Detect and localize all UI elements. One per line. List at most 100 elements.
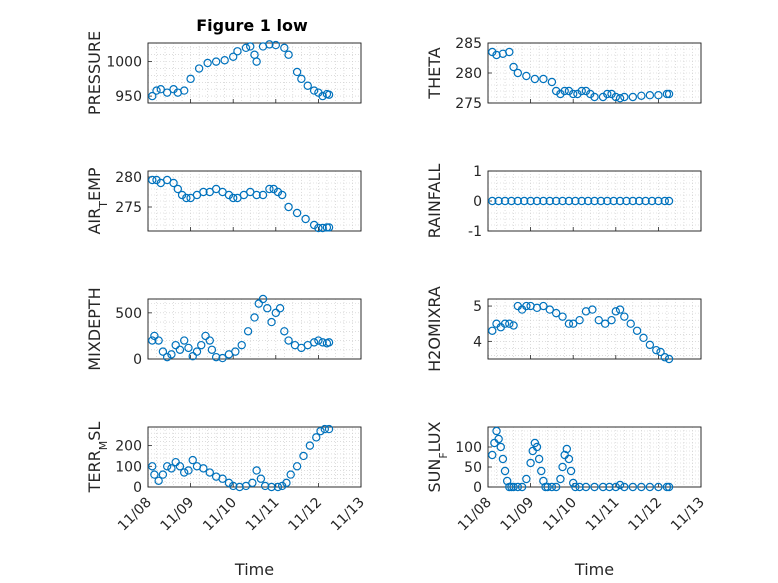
data-point <box>660 353 669 362</box>
data-point <box>318 338 327 347</box>
subplot-rainfall: -1 0 1 RAINFALL <box>425 164 702 240</box>
data-point <box>254 299 263 308</box>
data-point <box>218 474 227 483</box>
data-point <box>605 482 614 492</box>
data-point <box>509 321 518 330</box>
data-point <box>522 301 531 311</box>
x-tick-label: 11/09 <box>498 495 538 535</box>
data-point <box>537 466 546 476</box>
data-point <box>652 345 661 355</box>
y-tick-label: 275 <box>115 200 142 216</box>
data-point <box>277 190 287 200</box>
axes-frame <box>487 426 702 488</box>
data-point <box>660 196 669 206</box>
data-point <box>545 305 554 314</box>
data-point <box>562 444 572 454</box>
data-point <box>639 333 648 343</box>
data-point <box>522 474 531 484</box>
data-point <box>171 340 180 350</box>
data-point <box>180 468 189 477</box>
y-tick-label: 5 <box>473 299 482 315</box>
data-point <box>500 466 510 476</box>
y-axis-label: PRESSURE <box>85 31 104 115</box>
y-axis-label: MIXDEPTH <box>85 287 104 370</box>
data-point <box>520 196 529 206</box>
y-tick-label: -1 <box>468 224 482 240</box>
y-tick-label: 100 <box>455 440 482 456</box>
data-point <box>169 178 178 188</box>
data-point <box>558 312 567 321</box>
data-point <box>218 353 227 363</box>
data-point <box>551 196 561 206</box>
data-point <box>539 196 548 206</box>
data-point <box>252 57 261 66</box>
data-point <box>228 481 238 491</box>
data-point <box>632 326 642 335</box>
data-point <box>280 43 289 53</box>
data-point <box>150 331 159 341</box>
data-point <box>167 350 176 359</box>
data-point <box>220 56 229 65</box>
data-point <box>228 193 238 203</box>
subplot-theta: 275 280 285 THETA <box>425 36 702 112</box>
data-point <box>654 482 663 492</box>
data-point <box>611 482 621 492</box>
data-point <box>312 433 321 442</box>
axes-frame <box>147 298 362 360</box>
data-point <box>267 317 276 327</box>
data-point <box>201 331 210 341</box>
data-point <box>505 319 514 328</box>
data-point <box>154 476 163 485</box>
data-point <box>241 43 251 53</box>
data-point <box>509 482 518 492</box>
data-point <box>252 190 261 200</box>
data-point <box>607 315 616 325</box>
data-point <box>494 196 503 206</box>
data-point <box>205 468 214 477</box>
data-point <box>158 470 168 479</box>
y-tick-label: 500 <box>115 306 142 322</box>
data-point <box>228 52 238 61</box>
data-point <box>615 480 625 490</box>
data-point <box>615 93 625 103</box>
data-point <box>611 92 621 102</box>
data-point <box>494 434 503 444</box>
data-point <box>167 464 176 473</box>
data-point <box>273 482 283 492</box>
data-point <box>647 196 657 206</box>
data-point <box>615 305 625 314</box>
x-tick-label: 11/08 <box>455 495 495 535</box>
data-point <box>530 74 540 84</box>
data-point <box>324 424 334 434</box>
data-point <box>500 196 510 206</box>
data-point <box>498 454 508 464</box>
data-point <box>590 92 599 102</box>
y-axis-label: SUNFLUX <box>425 421 450 492</box>
y-tick-label: 0 <box>473 194 482 210</box>
data-point <box>664 354 674 364</box>
data-point <box>284 202 293 212</box>
x-tick-label: 11/12 <box>285 495 325 535</box>
data-point <box>233 47 242 56</box>
data-point <box>162 462 172 471</box>
data-point <box>237 340 246 350</box>
subplot-mixdepth: 0 500 MIXDEPTH <box>85 287 362 371</box>
y-axis-label: TERRMSL <box>85 422 110 494</box>
data-point <box>305 441 315 450</box>
data-point <box>258 190 268 200</box>
data-point <box>622 196 631 206</box>
data-point <box>252 466 261 475</box>
y-tick-label: 950 <box>115 89 142 105</box>
data-point <box>299 451 308 461</box>
data-point <box>637 482 646 492</box>
axes-frame <box>147 170 362 232</box>
x-axis-label: Time <box>234 560 274 579</box>
data-point <box>148 175 157 185</box>
data-point <box>318 223 327 233</box>
data-point <box>324 223 334 232</box>
y-axis-label: AIRTEMP <box>85 167 110 234</box>
data-point <box>590 196 599 206</box>
data-point <box>609 196 618 206</box>
data-point <box>620 482 629 492</box>
